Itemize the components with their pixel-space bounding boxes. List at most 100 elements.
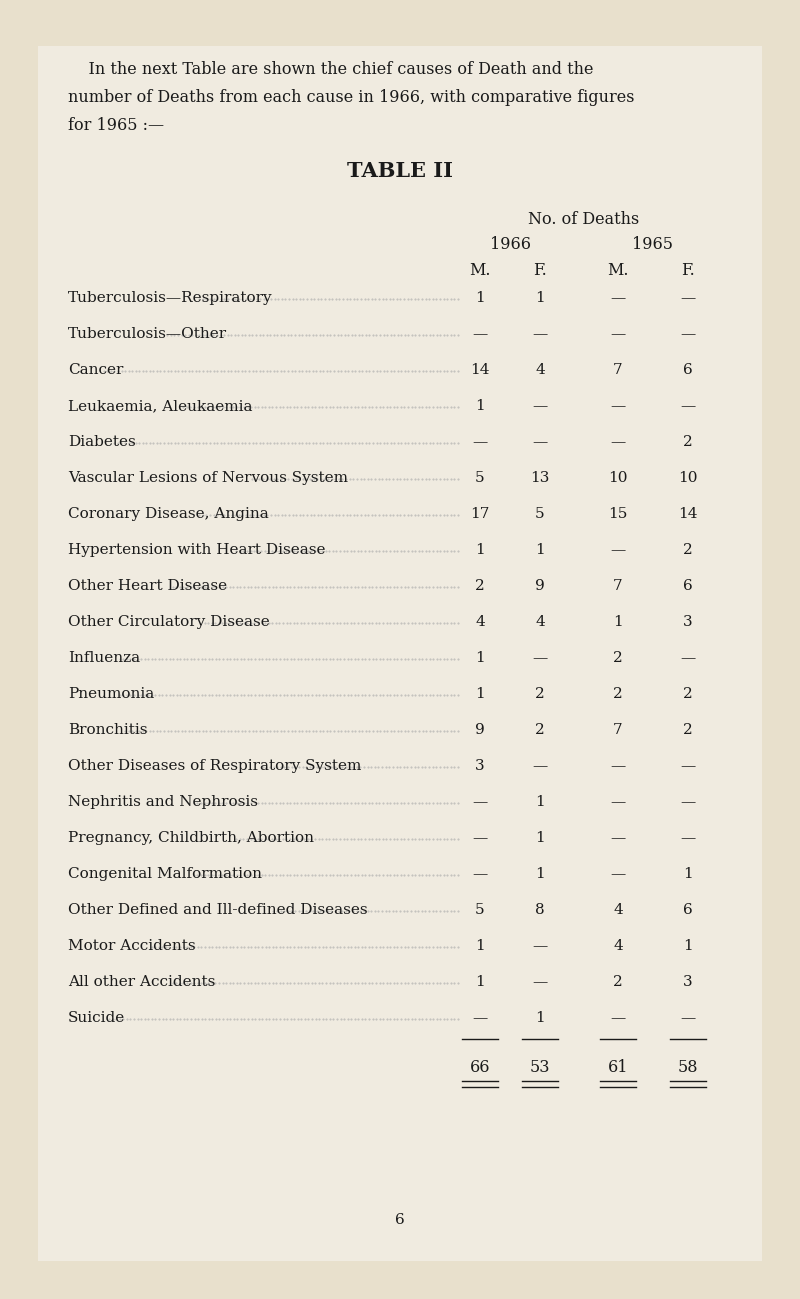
Text: 14: 14: [470, 362, 490, 377]
Text: Other Heart Disease: Other Heart Disease: [68, 579, 227, 594]
Text: Diabetes: Diabetes: [68, 435, 136, 449]
Text: Tuberculosis—Other: Tuberculosis—Other: [68, 327, 227, 342]
Text: Pregnancy, Childbirth, Abortion: Pregnancy, Childbirth, Abortion: [68, 831, 314, 846]
Text: Hypertension with Heart Disease: Hypertension with Heart Disease: [68, 543, 326, 557]
Text: —: —: [610, 831, 626, 846]
FancyBboxPatch shape: [38, 45, 762, 1261]
Text: Cancer: Cancer: [68, 362, 123, 377]
Text: 2: 2: [535, 724, 545, 737]
Text: 9: 9: [535, 579, 545, 594]
Text: 5: 5: [535, 507, 545, 521]
Text: 2: 2: [613, 687, 623, 701]
Text: TABLE II: TABLE II: [347, 161, 453, 181]
Text: —: —: [680, 651, 696, 665]
Text: —: —: [472, 435, 488, 449]
Text: 15: 15: [608, 507, 628, 521]
Text: —: —: [472, 1011, 488, 1025]
Text: 2: 2: [475, 579, 485, 594]
Text: 1: 1: [683, 939, 693, 953]
Text: All other Accidents: All other Accidents: [68, 976, 215, 989]
Text: —: —: [610, 291, 626, 305]
Text: Leukaemia, Aleukaemia: Leukaemia, Aleukaemia: [68, 399, 253, 413]
Text: —: —: [680, 291, 696, 305]
Text: 1: 1: [475, 543, 485, 557]
Text: 2: 2: [683, 687, 693, 701]
Text: Other Diseases of Respiratory System: Other Diseases of Respiratory System: [68, 759, 362, 773]
Text: 3: 3: [475, 759, 485, 773]
Text: 6: 6: [683, 903, 693, 917]
Text: 7: 7: [613, 362, 623, 377]
Text: —: —: [532, 399, 548, 413]
Text: —: —: [610, 399, 626, 413]
Text: F.: F.: [681, 262, 695, 279]
Text: 4: 4: [613, 903, 623, 917]
Text: —: —: [610, 759, 626, 773]
Text: 3: 3: [683, 614, 693, 629]
Text: 53: 53: [530, 1059, 550, 1076]
Text: Tuberculosis—Respiratory: Tuberculosis—Respiratory: [68, 291, 273, 305]
Text: 5: 5: [475, 903, 485, 917]
Text: 4: 4: [475, 614, 485, 629]
Text: —: —: [610, 1011, 626, 1025]
Text: 2: 2: [613, 651, 623, 665]
Text: In the next Table are shown the chief causes of Death and the: In the next Table are shown the chief ca…: [68, 61, 594, 78]
Text: Vascular Lesions of Nervous System: Vascular Lesions of Nervous System: [68, 472, 348, 485]
Text: 9: 9: [475, 724, 485, 737]
Text: Coronary Disease, Angina: Coronary Disease, Angina: [68, 507, 269, 521]
Text: —: —: [472, 795, 488, 809]
Text: 1: 1: [683, 866, 693, 881]
Text: 61: 61: [608, 1059, 628, 1076]
Text: 1: 1: [613, 614, 623, 629]
Text: —: —: [680, 831, 696, 846]
Text: Nephritis and Nephrosis: Nephritis and Nephrosis: [68, 795, 258, 809]
Text: for 1965 :—: for 1965 :—: [68, 117, 164, 134]
Text: 2: 2: [683, 435, 693, 449]
Text: —: —: [680, 759, 696, 773]
Text: 1965: 1965: [633, 236, 674, 253]
Text: —: —: [680, 399, 696, 413]
Text: Pneumonia: Pneumonia: [68, 687, 154, 701]
Text: 2: 2: [683, 543, 693, 557]
Text: Other Circulatory Disease: Other Circulatory Disease: [68, 614, 270, 629]
Text: 4: 4: [535, 614, 545, 629]
Text: —: —: [532, 976, 548, 989]
Text: 1: 1: [535, 831, 545, 846]
Text: 2: 2: [535, 687, 545, 701]
Text: —: —: [532, 327, 548, 342]
Text: 1: 1: [535, 543, 545, 557]
Text: —: —: [610, 795, 626, 809]
Text: 1: 1: [475, 291, 485, 305]
Text: 17: 17: [470, 507, 490, 521]
Text: —: —: [472, 327, 488, 342]
Text: 1: 1: [535, 795, 545, 809]
Text: —: —: [610, 866, 626, 881]
Text: Influenza: Influenza: [68, 651, 140, 665]
Text: M.: M.: [470, 262, 490, 279]
Text: —: —: [532, 759, 548, 773]
Text: 1: 1: [475, 399, 485, 413]
Text: 4: 4: [613, 939, 623, 953]
Text: 1: 1: [535, 1011, 545, 1025]
Text: Motor Accidents: Motor Accidents: [68, 939, 196, 953]
Text: 4: 4: [535, 362, 545, 377]
Text: Bronchitis: Bronchitis: [68, 724, 147, 737]
Text: Congenital Malformation: Congenital Malformation: [68, 866, 262, 881]
Text: number of Deaths from each cause in 1966, with comparative figures: number of Deaths from each cause in 1966…: [68, 90, 634, 107]
Text: 10: 10: [608, 472, 628, 485]
Text: 13: 13: [530, 472, 550, 485]
Text: 1966: 1966: [490, 236, 530, 253]
Text: —: —: [532, 435, 548, 449]
Text: 6: 6: [683, 579, 693, 594]
Text: 2: 2: [683, 724, 693, 737]
Text: —: —: [680, 327, 696, 342]
Text: 6: 6: [683, 362, 693, 377]
Text: —: —: [472, 831, 488, 846]
Text: M.: M.: [607, 262, 629, 279]
Text: 10: 10: [678, 472, 698, 485]
Text: 1: 1: [475, 976, 485, 989]
Text: —: —: [610, 327, 626, 342]
Text: 8: 8: [535, 903, 545, 917]
Text: Suicide: Suicide: [68, 1011, 126, 1025]
Text: 1: 1: [535, 866, 545, 881]
Text: 1: 1: [535, 291, 545, 305]
